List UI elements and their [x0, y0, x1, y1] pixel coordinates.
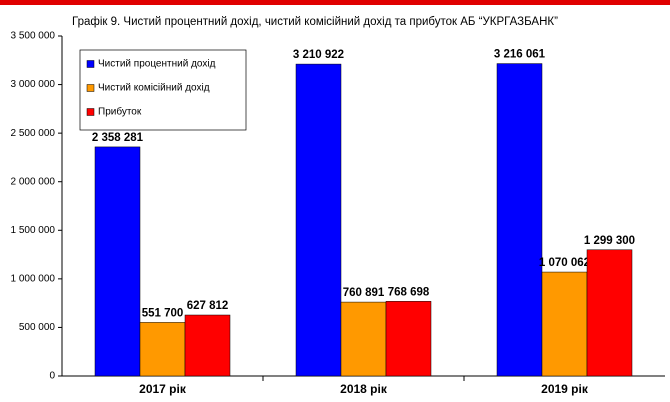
value-label: 627 812: [187, 300, 229, 312]
bar: [340, 301, 387, 377]
legend-swatch: [86, 84, 95, 92]
x-tick-label: 2017 рік: [139, 382, 187, 396]
bar: [295, 63, 342, 377]
bar: [94, 146, 141, 377]
y-tick-label: 3 500 000: [11, 31, 56, 42]
value-label: 3 210 922: [293, 49, 344, 61]
y-tick-label: 3 000 000: [11, 79, 56, 90]
y-tick-label: 2 500 000: [11, 128, 56, 139]
x-tick-label: 2018 рік: [340, 382, 388, 396]
bar: [139, 322, 186, 377]
value-label: 760 891: [343, 287, 385, 299]
value-label: 551 700: [142, 307, 184, 319]
bar: [184, 314, 231, 377]
value-label: 1 299 300: [584, 235, 635, 247]
bar: [541, 271, 588, 377]
legend-swatch: [86, 108, 95, 116]
legend-label: Чистий комісійний дохід: [98, 83, 210, 94]
value-label: 2 358 281: [92, 132, 144, 144]
top-band: [0, 0, 670, 5]
legend-box: [79, 49, 247, 131]
legend-label: Прибуток: [98, 106, 142, 118]
y-tick-label: 500 000: [19, 322, 56, 333]
value-label: 768 698: [388, 286, 430, 298]
bar: [586, 249, 633, 377]
y-tick-label: 2 000 000: [11, 176, 56, 187]
y-tick-label: 0: [49, 371, 55, 382]
value-label: 3 216 061: [494, 49, 546, 61]
legend-swatch: [86, 60, 95, 68]
legend-label: Чистий процентний дохід: [98, 59, 216, 70]
y-tick-label: 1 500 000: [11, 225, 56, 236]
y-tick-label: 1 000 000: [11, 273, 56, 284]
chart-title: Графік 9. Чистий процентний дохід, чисти…: [72, 16, 558, 28]
x-tick-label: 2019 рік: [541, 382, 589, 396]
value-label: 1 070 062: [539, 257, 590, 269]
bar: [385, 301, 432, 377]
bar: [496, 63, 543, 377]
